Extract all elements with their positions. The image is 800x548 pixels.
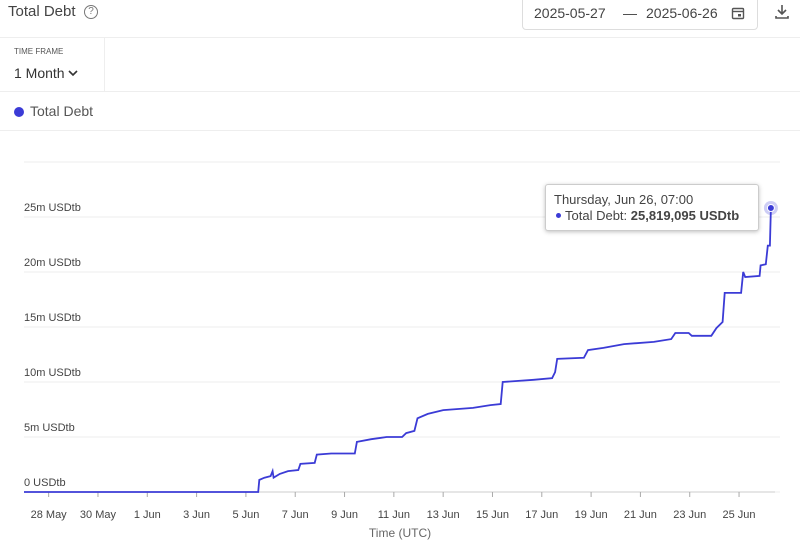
download-icon[interactable] [774, 4, 790, 20]
x-tick-label: 21 Jun [624, 509, 657, 521]
x-tick-label: 15 Jun [476, 509, 509, 521]
time-frame-label: TIME FRAME [14, 47, 64, 56]
time-frame[interactable]: TIME FRAME 1 Month [0, 38, 105, 91]
x-tick-label: 28 May [31, 509, 68, 521]
tooltip-value: 25,819,095 USDtb [630, 208, 740, 223]
date-range[interactable]: 2025-05-27 — 2025-06-26 [522, 0, 758, 30]
divider [0, 130, 800, 131]
chevron [68, 70, 79, 77]
x-tick-label: 30 May [80, 509, 117, 521]
hover-point [766, 203, 775, 212]
y-tick-label: 25m USDtb [24, 202, 81, 214]
y-tick-label: 10m USDtb [24, 367, 81, 379]
x-tick-label: 7 Jun [282, 509, 309, 521]
tooltip-label: Total Debt: [565, 208, 628, 223]
x-tick-label: 19 Jun [575, 509, 608, 521]
y-tick-label: 20m USDtb [24, 257, 81, 269]
tooltip-title: Thursday, Jun 26, 07:00 [554, 192, 694, 207]
date-to: 2025-06-26 [646, 5, 718, 21]
x-axis-title: Time (UTC) [369, 526, 431, 540]
tooltip-swatch [556, 213, 561, 218]
time-frame-text: 1 Month [14, 65, 65, 81]
tooltip: Thursday, Jun 26, 07:00 Total Debt: 25,8… [545, 184, 759, 231]
x-tick-label: 11 Jun [378, 509, 410, 521]
x-tick-label: 5 Jun [232, 509, 259, 521]
time-frame-value: 1 Month [14, 65, 79, 81]
x-tick-label: 13 Jun [427, 509, 460, 521]
legend[interactable]: Total Debt [14, 103, 93, 119]
tooltip-row: Total Debt: 25,819,095 USDtb [556, 208, 739, 223]
y-tick-label: 0 USDtb [24, 477, 66, 489]
data-line [24, 207, 772, 493]
x-tick-label: 3 Jun [183, 509, 210, 521]
y-tick-label: 5m USDtb [24, 422, 75, 434]
divider [0, 91, 800, 92]
y-tick-label: 15m USDtb [24, 312, 81, 324]
date-separator: — [623, 5, 637, 21]
x-tick-label: 17 Jun [525, 509, 558, 521]
x-tick-label: 23 Jun [673, 509, 706, 521]
divider [0, 37, 800, 38]
legend-label: Total Debt [30, 103, 94, 119]
legend-swatch [14, 107, 24, 117]
x-tick-label: 1 Jun [134, 509, 161, 521]
page-title: Total Debt [8, 3, 76, 20]
x-tick-label: 25 Jun [723, 509, 756, 521]
calendar-icon [731, 7, 745, 20]
x-tick-label: 9 Jun [331, 509, 358, 521]
help-icon[interactable]: ? [84, 5, 98, 19]
date-from: 2025-05-27 [534, 5, 606, 21]
